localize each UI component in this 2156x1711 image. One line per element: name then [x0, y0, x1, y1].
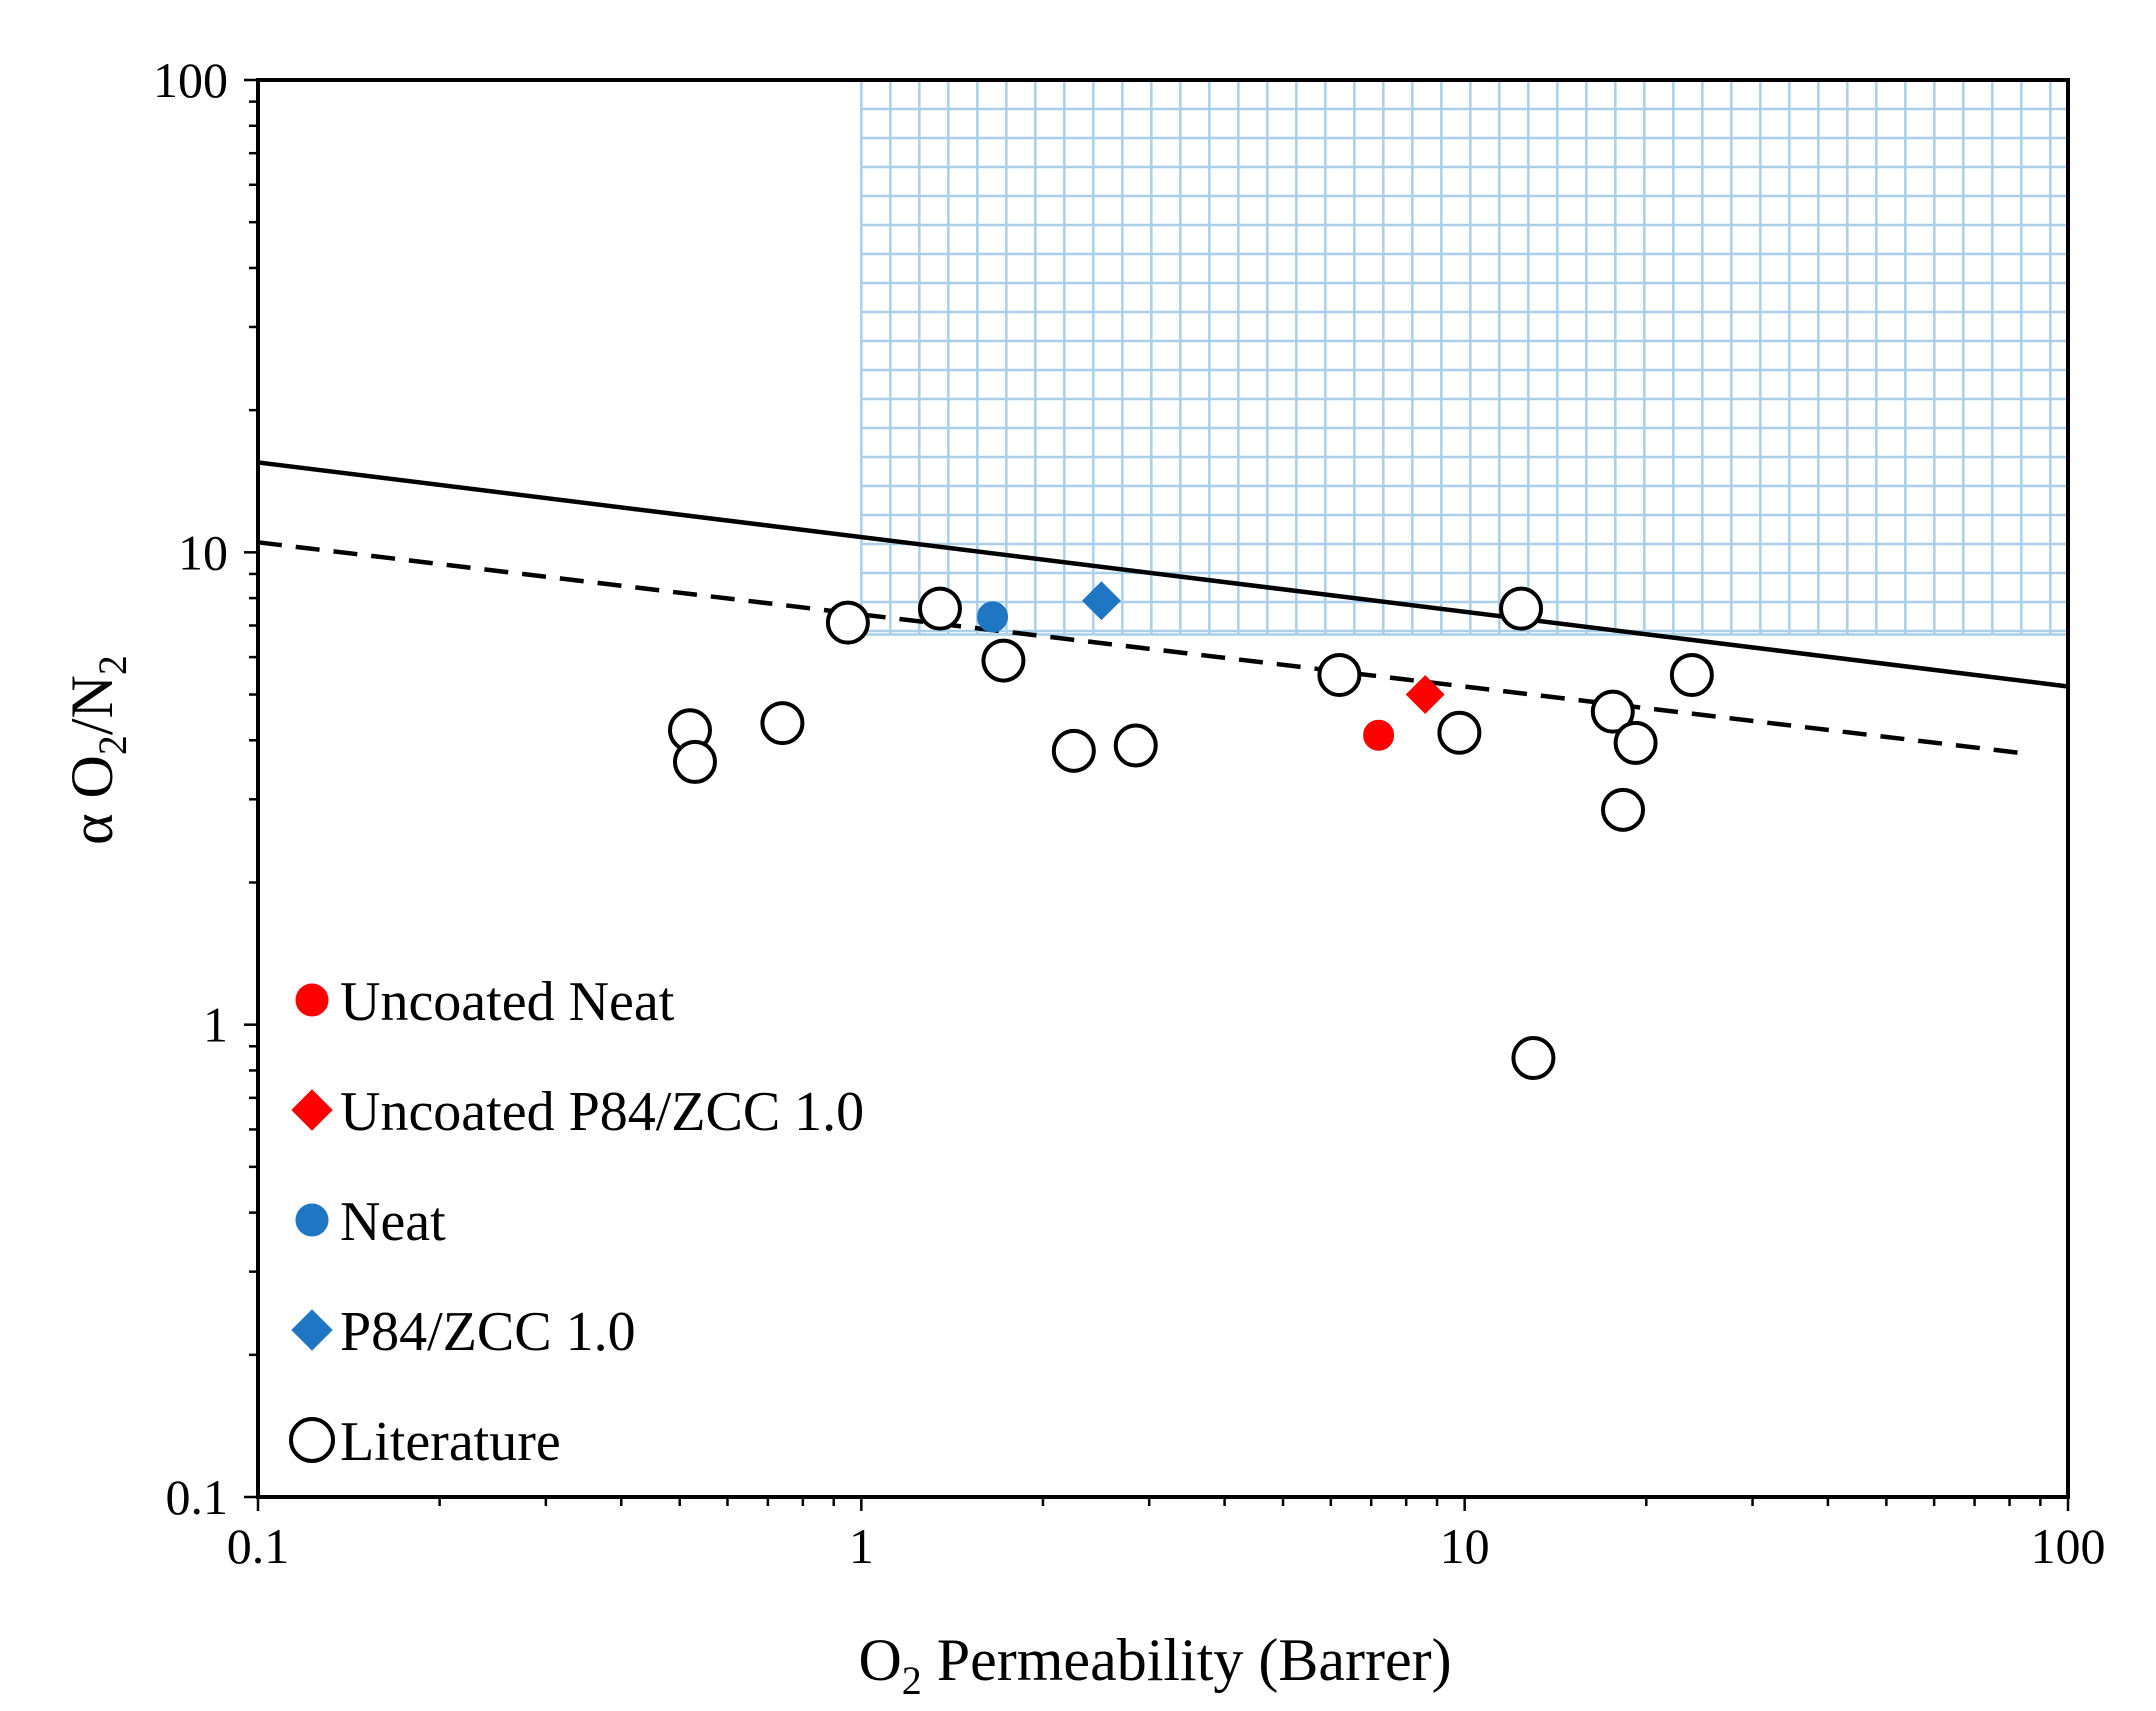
y-axis-title-alpha: α O: [59, 755, 125, 845]
legend-marker: [291, 1089, 333, 1131]
data-point: [1437, 710, 1482, 755]
target-region: [860, 78, 2068, 636]
legend-label: Literature: [340, 1411, 561, 1473]
legend-marker: [291, 1309, 333, 1351]
data-point: [1317, 652, 1362, 697]
legend-item: Literature: [289, 1411, 561, 1473]
data-point: [1363, 719, 1395, 751]
upper-bound-lines: [257, 460, 2069, 756]
x-axis-title: O2 Permeability (Barrer): [858, 1627, 1451, 1703]
y-axis-title-mid: /N: [59, 675, 125, 735]
x-tick-label: 100: [2031, 1518, 2106, 1574]
x-axis-title-suffix: Permeability (Barrer): [922, 1627, 1452, 1693]
y-axis-title-subscript-2: 2: [90, 655, 135, 675]
x-tick-label: 1: [849, 1518, 874, 1574]
y-tick-label: 100: [153, 52, 228, 108]
legend-marker: [289, 1417, 335, 1463]
legend-marker: [295, 983, 329, 1017]
y-axis-title-subscript-1: 2: [90, 735, 135, 755]
data-point: [1613, 720, 1658, 765]
data-point: [672, 739, 717, 784]
data-point: [1405, 675, 1445, 714]
legend-item: Uncoated Neat: [295, 971, 675, 1033]
data-point: [1590, 689, 1635, 734]
data-point: [981, 638, 1026, 683]
upper-bound-solid-line: [257, 460, 2069, 689]
y-tick-label: 10: [178, 524, 228, 580]
data-point: [977, 601, 1009, 633]
data-point: [1051, 728, 1096, 773]
y-axis-title: α O2/N2: [59, 655, 135, 845]
legend: Uncoated Neat Uncoated P84/ZCC 1.0 Neat P84…: [289, 971, 864, 1473]
legend-label: Uncoated Neat: [340, 971, 675, 1033]
upper-bound-dashed-line: [257, 540, 2026, 756]
data-point: [1669, 652, 1714, 697]
data-point: [760, 701, 805, 746]
legend-label: P84/ZCC 1.0: [340, 1301, 636, 1363]
x-tick-label: 10: [1440, 1518, 1490, 1574]
data-point: [1113, 723, 1158, 768]
y-tick-label: 0.1: [166, 1469, 229, 1525]
data-points: [667, 581, 1714, 1081]
y-tick-label: 1: [203, 997, 228, 1053]
legend-label: Uncoated P84/ZCC 1.0: [340, 1081, 864, 1143]
data-point: [1499, 586, 1544, 631]
x-axis-title-subscript: 2: [902, 1658, 922, 1703]
legend-item: Uncoated P84/ZCC 1.0: [291, 1081, 864, 1143]
tick-labels: 0.1 1 10 100 0.1 1 10 100: [153, 52, 2106, 1574]
legend-marker: [295, 1203, 329, 1237]
x-tick-label: 0.1: [227, 1518, 290, 1574]
legend-item: Neat: [295, 1191, 446, 1253]
x-axis-title-prefix: O: [858, 1627, 901, 1693]
data-point: [1511, 1036, 1556, 1081]
axis-ticks: [244, 78, 2070, 1511]
legend-label: Neat: [340, 1191, 446, 1253]
data-point: [1081, 581, 1121, 621]
plot-area-frame: [256, 78, 2070, 1499]
data-point: [917, 586, 962, 631]
data-point: [1601, 787, 1646, 832]
data-point: [825, 600, 870, 645]
legend-item: P84/ZCC 1.0: [291, 1301, 636, 1363]
